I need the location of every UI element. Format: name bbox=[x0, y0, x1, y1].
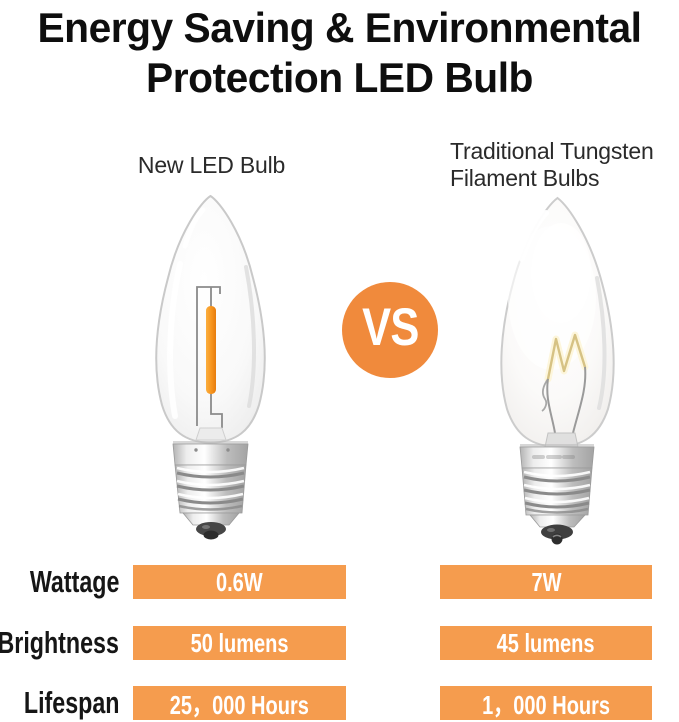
led-screw-base bbox=[172, 441, 249, 540]
tungsten-screw-base bbox=[519, 444, 595, 545]
spec-row-wattage: Wattage 0.6W 7W bbox=[0, 564, 679, 599]
spec-label-brightness: Brightness bbox=[0, 625, 119, 660]
tungsten-bulb-image bbox=[500, 196, 615, 545]
brightness-tungsten-value-box: 45 lumens bbox=[440, 626, 652, 660]
wattage-led-value-box: 0.6W bbox=[133, 565, 346, 599]
title-line-2: Protection LED Bulb bbox=[146, 54, 533, 101]
lifespan-led-value-box: 25，000 Hours bbox=[133, 686, 346, 720]
spec-label-lifespan: Lifespan bbox=[23, 685, 119, 720]
vs-badge: VS bbox=[342, 282, 438, 378]
led-bulb-image bbox=[155, 194, 266, 540]
brightness-led-value-box: 50 lumens bbox=[133, 626, 346, 660]
spec-row-brightness: Brightness 50 lumens 45 lumens bbox=[0, 625, 679, 660]
spec-row-lifespan: Lifespan 25，000 Hours 1，000 Hours bbox=[0, 685, 679, 720]
vs-label: VS bbox=[361, 297, 419, 357]
tungsten-bulb-label: Traditional Tungsten Filament Bulbs bbox=[450, 138, 654, 192]
page-title: Energy Saving & Environmental Protection… bbox=[0, 3, 679, 103]
tungsten-bulb-label-line1: Traditional Tungsten bbox=[450, 138, 654, 164]
led-filament bbox=[195, 286, 227, 441]
tungsten-bulb-label-line2: Filament Bulbs bbox=[450, 165, 600, 191]
wattage-tungsten-value-box: 7W bbox=[440, 565, 652, 599]
led-bulb-label: New LED Bulb bbox=[137, 152, 286, 178]
tungsten-filament bbox=[541, 331, 589, 448]
spec-label-wattage: Wattage bbox=[29, 564, 119, 599]
lifespan-tungsten-value-box: 1，000 Hours bbox=[440, 686, 652, 720]
title-line-1: Energy Saving & Environmental bbox=[37, 4, 642, 51]
